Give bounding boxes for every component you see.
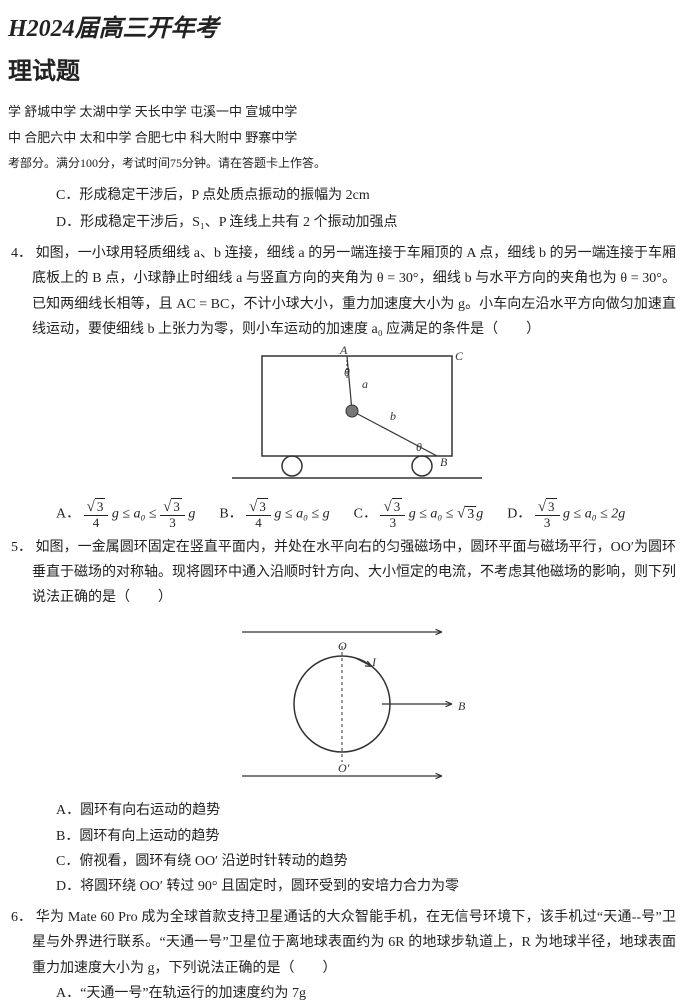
schools-row-1: 学 舒城中学 太湖中学 天长中学 屯溪一中 宣城中学 xyxy=(8,100,676,123)
option-5c: C．俯视看，圆环有绕 OO′ 沿逆时针转动的趋势 xyxy=(8,849,676,874)
option-5d: D．将圆环绕 OO′ 转过 90° 且固定时，圆环受到的安培力合力为零 xyxy=(8,874,676,899)
option-4a: A． √34 g ≤ a₀ ≤ √33 g xyxy=(56,500,195,529)
svg-text:O: O xyxy=(338,639,347,653)
question-4-text: 如图，一小球用轻质细线 a、b 连接，细线 a 的另一端连接于车厢顶的 A 点，… xyxy=(32,246,676,337)
question-6-text: 华为 Mate 60 Pro 成为全球首款支持卫星通话的大众智能手机，在无信号环… xyxy=(32,910,676,975)
question-5: 5． 如图，一金属圆环固定在竖直平面内，并处在水平向右的匀强磁场中，圆环平面与磁… xyxy=(8,535,676,611)
figure-q5: O O′ I B xyxy=(8,614,676,794)
svg-text:B: B xyxy=(440,455,448,469)
svg-text:A: A xyxy=(339,346,348,357)
option-5b: B．圆环有向上运动的趋势 xyxy=(8,824,676,849)
prev-option-d: D．形成稳定干涉后，S₁、P 连线上共有 2 个振动加强点 xyxy=(8,210,676,235)
svg-text:b: b xyxy=(390,409,396,423)
option-4b: B． √34 g ≤ a₀ ≤ g xyxy=(219,500,329,529)
exam-meta: 考部分。满分100分，考试时间75分钟。请在答题卡上作答。 xyxy=(8,153,676,175)
svg-text:θ: θ xyxy=(344,365,350,379)
svg-text:B: B xyxy=(458,699,466,713)
svg-text:θ: θ xyxy=(416,440,422,454)
schools-row-2: 中 合肥六中 太和中学 合肥七中 科大附中 野寨中学 xyxy=(8,126,676,149)
svg-text:I: I xyxy=(371,655,377,669)
option-4c: C． √33 g ≤ a₀ ≤ √3g xyxy=(354,500,484,529)
question-5-number: 5． xyxy=(8,535,32,560)
svg-text:C: C xyxy=(455,349,464,363)
question-4-options: A． √34 g ≤ a₀ ≤ √33 g B． √34 g ≤ a₀ ≤ g … xyxy=(8,500,676,529)
option-5a: A．圆环有向右运动的趋势 xyxy=(8,798,676,823)
figure-q5-svg: O O′ I B xyxy=(212,614,472,794)
svg-text:a: a xyxy=(362,377,368,391)
prev-option-c: C．形成稳定干涉后，P 点处质点振动的振幅为 2cm xyxy=(8,183,676,208)
option-6a: A．“天通一号”在轨运行的加速度约为 7g xyxy=(8,981,676,1006)
figure-q4-svg: A C Ba b θ θ xyxy=(192,346,492,496)
exam-title: H2024届高三开年考 xyxy=(8,8,676,51)
question-6: 6． 华为 Mate 60 Pro 成为全球首款支持卫星通话的大众智能手机，在无… xyxy=(8,905,676,981)
svg-text:O′: O′ xyxy=(338,761,350,775)
question-6-number: 6． xyxy=(8,905,32,930)
question-4-number: 4． xyxy=(8,241,32,266)
question-5-text: 如图，一金属圆环固定在竖直平面内，并处在水平向右的匀强磁场中，圆环平面与磁场平行… xyxy=(32,540,676,605)
subject-title: 理试题 xyxy=(8,51,676,94)
option-4d: D． √33 g ≤ a₀ ≤ 2g xyxy=(507,500,625,529)
figure-q4: A C Ba b θ θ xyxy=(8,346,676,496)
question-4: 4． 如图，一小球用轻质细线 a、b 连接，细线 a 的另一端连接于车厢顶的 A… xyxy=(8,241,676,342)
